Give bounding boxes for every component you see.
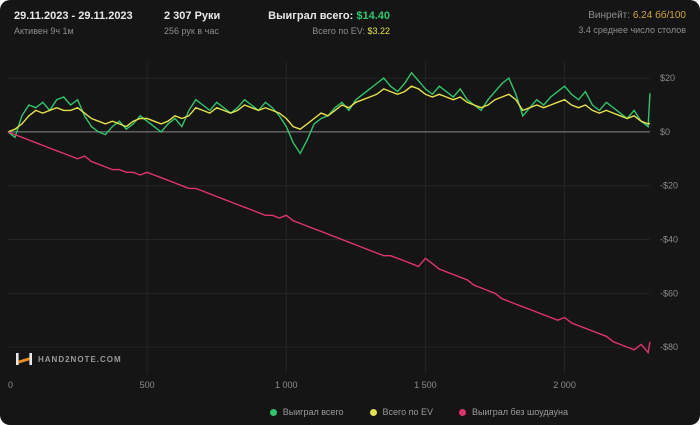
hand2note-logo-icon bbox=[16, 353, 32, 365]
legend-dot bbox=[369, 408, 377, 416]
ev-total-label: Всего по EV: bbox=[312, 26, 365, 36]
legend-dot bbox=[269, 408, 277, 416]
x-tick-label: 500 bbox=[140, 380, 155, 390]
y-tick-label: -$40 bbox=[660, 235, 678, 245]
y-tick-label: -$60 bbox=[660, 288, 678, 298]
winrate-block: Винрейт: 6.24 бб/100 3.4 среднее число с… bbox=[578, 10, 686, 36]
won-total-value: $14.40 bbox=[356, 10, 390, 22]
hands-per-hour: 256 рук в час bbox=[164, 26, 219, 36]
avg-tables: 3.4 среднее число столов bbox=[578, 25, 686, 35]
x-tick-label: 1 000 bbox=[275, 380, 298, 390]
y-tick-label: -$80 bbox=[660, 342, 678, 352]
chart-legend: Выиграл всего Всего по EV Выиграл без шоуд… bbox=[0, 407, 700, 417]
hands-block: 2 307 Руки 256 рук в час bbox=[164, 10, 252, 36]
y-tick-label: $0 bbox=[660, 127, 670, 137]
series-line-1 bbox=[7, 85, 651, 133]
legend-label: Выиграл без шоудауна bbox=[472, 407, 568, 417]
session-dates-block: 29.11.2023 - 29.11.2023 Активен 9ч 1м bbox=[14, 10, 164, 36]
legend-item-0[interactable]: Выиграл всего bbox=[269, 407, 344, 417]
legend-item-2[interactable]: Выиграл без шоудауна bbox=[459, 407, 568, 417]
y-tick-label: $20 bbox=[660, 73, 675, 83]
x-tick-label: 1 500 bbox=[414, 380, 437, 390]
winrate-label: Винрейт: bbox=[588, 10, 631, 21]
x-tick-label: 0 bbox=[8, 380, 13, 390]
winnings-chart[interactable]: 0 500 1 000 1 500 2 000 $20 $0 -$20 -$40 -$60 -$80 bbox=[0, 50, 700, 398]
hand2note-logo: HAND2NOTE.COM bbox=[16, 352, 122, 366]
ev-total-value: $3.22 bbox=[367, 26, 390, 36]
series-line-0 bbox=[7, 71, 651, 155]
won-total-label: Выиграл всего: bbox=[268, 10, 354, 22]
series-line-2 bbox=[7, 131, 651, 355]
legend-label: Выиграл всего bbox=[282, 407, 344, 417]
x-tick-label: 2 000 bbox=[553, 380, 576, 390]
active-time: Активен 9ч 1м bbox=[14, 26, 74, 36]
legend-label: Всего по EV bbox=[382, 407, 433, 417]
winrate-value: 6.24 бб/100 bbox=[632, 10, 686, 21]
legend-item-1[interactable]: Всего по EV bbox=[369, 407, 433, 417]
chart-area: 0 500 1 000 1 500 2 000 $20 $0 -$20 -$40 -$60 -$80… bbox=[0, 50, 700, 398]
stats-header: 29.11.2023 - 29.11.2023 Активен 9ч 1м 2 … bbox=[0, 0, 700, 36]
hands-count: 2 307 Руки bbox=[164, 10, 221, 22]
legend-dot bbox=[459, 408, 466, 416]
hand2note-logo-text: HAND2NOTE.COM bbox=[38, 354, 122, 364]
y-tick-label: -$20 bbox=[660, 181, 678, 191]
date-range: 29.11.2023 - 29.11.2023 bbox=[14, 10, 133, 22]
winnings-block: Выиграл всего: $14.40 Всего по EV: $3.22 bbox=[252, 10, 390, 36]
